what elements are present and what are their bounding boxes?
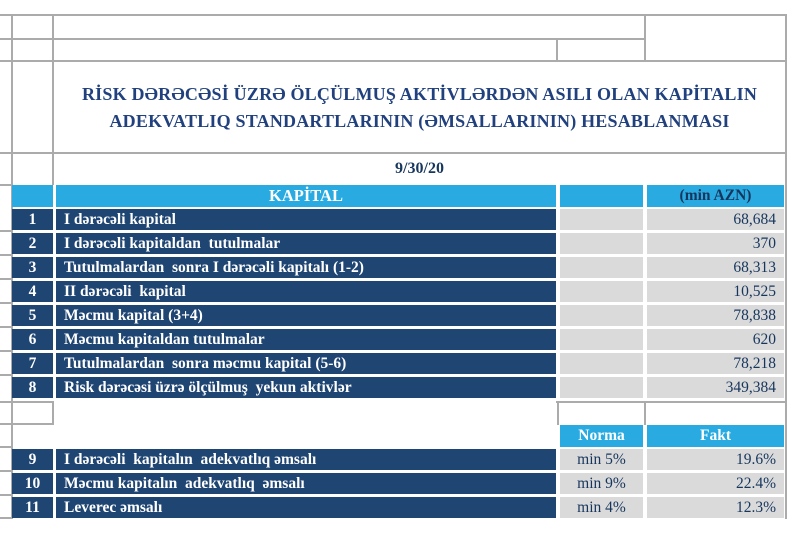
gridline	[52, 401, 54, 425]
gridline	[0, 184, 12, 186]
table-row: 11 Leverec əmsalı min 4% 12.3%	[12, 497, 784, 518]
row-label[interactable]: Tutulmalardan sonra məcmu kapital (5-6)	[56, 353, 556, 374]
gridline	[785, 14, 787, 519]
gridline	[644, 401, 646, 425]
report-title[interactable]: RİSK DƏRƏCƏSİ ÜZRƏ ÖLÇÜLMUŞ AKTİVLƏRDƏN …	[53, 62, 786, 153]
row-label[interactable]: Məcmu kapitalın adekvatlıq əmsalı	[56, 473, 556, 494]
row-number[interactable]: 3	[12, 257, 53, 278]
row-fakt-value[interactable]: 19.6%	[647, 449, 784, 470]
table-row: 6 Məcmu kapitaldan tutulmalar 620	[12, 329, 784, 350]
capital-header-row: KAPİTAL (min AZN)	[12, 185, 784, 207]
report-title-line1: RİSK DƏRƏCƏSİ ÜZRƏ ÖLÇÜLMUŞ AKTİVLƏRDƏN …	[81, 83, 758, 104]
capital-header-label[interactable]: KAPİTAL	[56, 185, 556, 207]
row-empty-cell[interactable]	[560, 329, 643, 350]
table-row: 7 Tutulmalardan sonra məcmu kapital (5-6…	[12, 353, 784, 374]
row-empty-cell[interactable]	[560, 233, 643, 254]
gridline	[0, 60, 786, 62]
row-empty-cell[interactable]	[560, 305, 643, 326]
row-empty-cell[interactable]	[560, 377, 643, 398]
table-row: 10 Məcmu kapitalın adekvatlıq əmsalı min…	[12, 473, 784, 494]
row-number[interactable]: 2	[12, 233, 53, 254]
row-value[interactable]: 370	[647, 233, 784, 254]
row-number[interactable]: 8	[12, 377, 53, 398]
report-date[interactable]: 9/30/20	[395, 160, 444, 177]
ratio-header-row: Norma Fakt	[560, 425, 796, 447]
row-empty-cell[interactable]	[560, 257, 643, 278]
table-row: 2 I dərəcəli kapitaldan tutulmalar 370	[12, 233, 784, 254]
gridline	[0, 423, 53, 425]
row-number[interactable]: 11	[12, 497, 53, 518]
gridline	[556, 38, 558, 62]
row-value[interactable]: 10,525	[647, 281, 784, 302]
row-value[interactable]: 78,838	[647, 305, 784, 326]
row-number[interactable]: 10	[12, 473, 53, 494]
gridline	[0, 326, 12, 328]
row-norma-value[interactable]: min 5%	[560, 449, 643, 470]
gridline	[0, 152, 786, 154]
gridline	[0, 470, 12, 472]
row-label[interactable]: Tutulmalardan sonra I dərəcəli kapitalı …	[56, 257, 556, 278]
gridline	[52, 14, 54, 185]
row-norma-value[interactable]: min 9%	[560, 473, 643, 494]
row-number[interactable]: 4	[12, 281, 53, 302]
row-number[interactable]: 1	[12, 209, 53, 230]
row-fakt-value[interactable]: 22.4%	[647, 473, 784, 494]
table-row: 3 Tutulmalardan sonra I dərəcəli kapital…	[12, 257, 784, 278]
capital-header-num-cell[interactable]	[12, 185, 53, 207]
row-norma-value[interactable]: min 4%	[560, 497, 643, 518]
row-number[interactable]: 6	[12, 329, 53, 350]
gridline	[0, 230, 12, 232]
table-row: 4 II dərəcəli kapital 10,525	[12, 281, 784, 302]
row-label[interactable]: Leverec əmsalı	[56, 497, 556, 518]
gridline	[0, 350, 12, 352]
row-value[interactable]: 620	[647, 329, 784, 350]
row-label[interactable]: I dərəcəli kapital	[56, 209, 556, 230]
row-number[interactable]: 5	[12, 305, 53, 326]
row-label[interactable]: Risk dərəcəsi üzrə ölçülmuş yekun aktivl…	[56, 377, 556, 398]
gridline	[0, 302, 12, 304]
report-title-line2: ADEKVATLIQ STANDARTLARININ (ƏMSALLARININ…	[109, 110, 730, 131]
row-label[interactable]: I dərəcəli kapitaldan tutulmalar	[56, 233, 556, 254]
capital-header-unit[interactable]: (min AZN)	[647, 185, 784, 207]
table-row: 1 I dərəcəli kapital 68,684	[12, 209, 784, 230]
row-number[interactable]: 9	[12, 449, 53, 470]
table-row: 5 Məcmu kapital (3+4) 78,838	[12, 305, 784, 326]
gridline	[644, 14, 646, 62]
row-fakt-value[interactable]: 12.3%	[647, 497, 784, 518]
gridline	[0, 14, 786, 16]
ratio-header-fakt[interactable]: Fakt	[647, 425, 784, 447]
row-label[interactable]: Məcmu kapital (3+4)	[56, 305, 556, 326]
capital-header-spacer-cell[interactable]	[560, 185, 643, 207]
table-row: 9 I dərəcəli kapitalın adekvatlıq əmsalı…	[12, 449, 784, 470]
gridline	[0, 254, 12, 256]
gridline	[0, 278, 12, 280]
row-label[interactable]: II dərəcəli kapital	[56, 281, 556, 302]
row-label[interactable]: Məcmu kapitaldan tutulmalar	[56, 329, 556, 350]
ratio-header-norma[interactable]: Norma	[560, 425, 643, 447]
row-empty-cell[interactable]	[560, 209, 643, 230]
row-value[interactable]: 78,218	[647, 353, 784, 374]
row-empty-cell[interactable]	[560, 353, 643, 374]
gridline	[0, 494, 12, 496]
row-empty-cell[interactable]	[560, 281, 643, 302]
gridline	[0, 446, 12, 448]
row-value[interactable]: 68,684	[647, 209, 784, 230]
row-number[interactable]: 7	[12, 353, 53, 374]
row-value[interactable]: 349,384	[647, 377, 784, 398]
gridline	[0, 517, 12, 519]
gridline	[0, 374, 12, 376]
gridline	[0, 401, 53, 403]
row-value[interactable]: 68,313	[647, 257, 784, 278]
gridline	[0, 38, 645, 40]
gridline	[557, 401, 559, 425]
table-row: 8 Risk dərəcəsi üzrə ölçülmuş yekun akti…	[12, 377, 784, 398]
row-label[interactable]: I dərəcəli kapitalın adekvatlıq əmsalı	[56, 449, 556, 470]
gridline	[556, 401, 786, 403]
